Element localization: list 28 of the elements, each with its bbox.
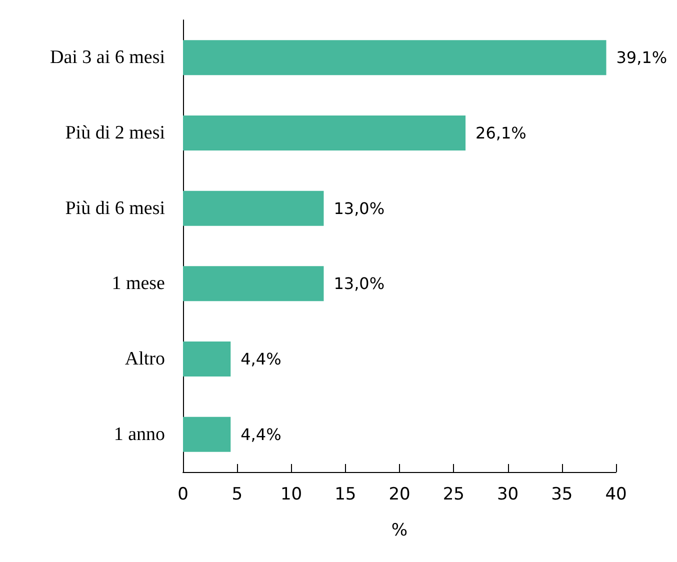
y-tick-label: Più di 6 mesi [65, 198, 165, 219]
x-tick-label: 25 [442, 484, 464, 504]
data-label: 13,0% [334, 198, 385, 218]
x-tick-label: 35 [551, 484, 573, 504]
bar [183, 116, 466, 150]
x-axis-title: % [391, 520, 408, 540]
x-tick-label: 20 [388, 484, 410, 504]
x-tick-label: 40 [605, 484, 627, 504]
y-tick-label: 1 mese [112, 273, 165, 294]
data-label: 13,0% [334, 274, 385, 294]
y-tick-label: Dai 3 ai 6 mesi [50, 47, 165, 68]
x-tick-label: 10 [280, 484, 302, 504]
x-tick-label: 15 [334, 484, 356, 504]
bar [183, 416, 231, 452]
data-label: 39,1% [616, 48, 668, 68]
bar [183, 40, 606, 76]
bar [183, 266, 324, 302]
y-tick-label: Più di 2 mesi [65, 122, 165, 144]
data-label: 4,4% [240, 350, 282, 368]
y-tick-label: 1 anno [114, 424, 165, 445]
x-tick-label: 30 [496, 484, 519, 504]
data-label: 4,4% [240, 424, 282, 444]
y-tick-label: Altro [124, 348, 165, 370]
bar [183, 342, 231, 376]
bar [183, 190, 324, 226]
x-tick-label: 5 [232, 484, 243, 504]
data-label: 26,1% [476, 124, 526, 142]
x-tick-label: 0 [178, 484, 188, 504]
